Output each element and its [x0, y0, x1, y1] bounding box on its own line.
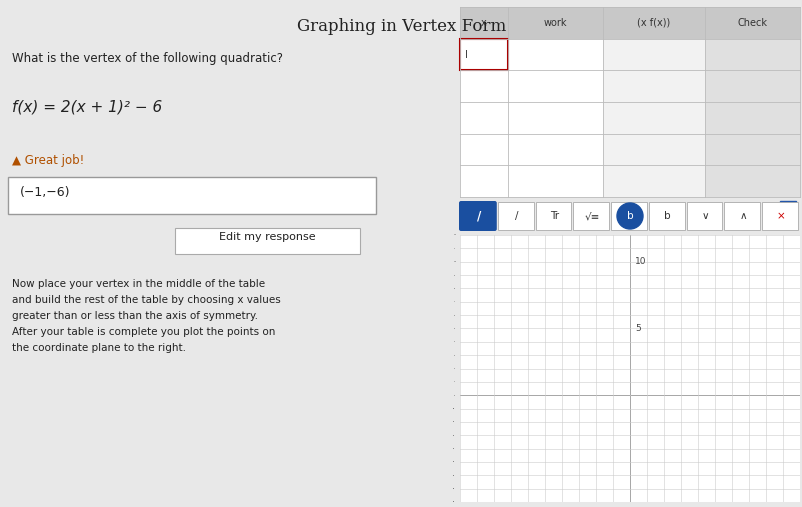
Text: x: x [480, 18, 486, 28]
Text: Edit my response: Edit my response [218, 232, 315, 242]
Circle shape [616, 203, 642, 229]
Bar [602, 39, 704, 70]
Text: work: work [543, 18, 566, 28]
Text: /: / [476, 209, 480, 223]
Text: ▣: ▣ [784, 205, 790, 211]
FancyBboxPatch shape [459, 201, 496, 231]
Text: I: I [464, 50, 468, 59]
Text: ×: × [776, 211, 784, 221]
FancyBboxPatch shape [686, 202, 722, 230]
Text: Tr: Tr [549, 211, 558, 221]
Bar [460, 134, 602, 165]
Text: After your table is complete you plot the points on: After your table is complete you plot th… [12, 327, 275, 337]
Text: Now place your vertex in the middle of the table: Now place your vertex in the middle of t… [12, 279, 265, 289]
Bar [704, 165, 799, 197]
Bar [460, 7, 799, 39]
Bar [602, 134, 704, 165]
Text: b: b [663, 211, 670, 221]
Text: /: / [514, 211, 518, 221]
Text: ∧: ∧ [739, 211, 746, 221]
Text: b: b [626, 211, 633, 221]
Text: ∨: ∨ [701, 211, 708, 221]
Bar [704, 70, 799, 102]
Text: the coordinate plane to the right.: the coordinate plane to the right. [12, 343, 186, 353]
Bar [460, 39, 602, 70]
Text: ℓ: ℓ [627, 211, 631, 221]
Text: 10: 10 [634, 257, 646, 266]
Text: and build the rest of the table by choosing x values: and build the rest of the table by choos… [12, 295, 281, 305]
Bar [779, 201, 795, 215]
Text: Check: Check [736, 18, 767, 28]
Text: (x f(x)): (x f(x)) [636, 18, 670, 28]
Text: What is the vertex of the following quadratic?: What is the vertex of the following quad… [12, 52, 282, 65]
Bar [602, 102, 704, 134]
Bar [704, 39, 799, 70]
Text: 5: 5 [634, 324, 640, 333]
Text: √≡: √≡ [584, 211, 599, 221]
FancyBboxPatch shape [723, 202, 759, 230]
Bar [704, 134, 799, 165]
FancyBboxPatch shape [573, 202, 609, 230]
Bar [602, 70, 704, 102]
Bar [175, 228, 359, 254]
Text: greater than or less than the axis of symmetry.: greater than or less than the axis of sy… [12, 311, 257, 321]
FancyBboxPatch shape [497, 202, 533, 230]
Bar [460, 39, 507, 70]
FancyBboxPatch shape [761, 202, 797, 230]
Bar [460, 165, 602, 197]
FancyBboxPatch shape [648, 202, 684, 230]
Bar [602, 165, 704, 197]
Bar [704, 102, 799, 134]
Text: ▲ Great job!: ▲ Great job! [12, 154, 84, 167]
FancyBboxPatch shape [535, 202, 570, 230]
Bar [460, 102, 602, 134]
FancyBboxPatch shape [610, 202, 646, 230]
Text: f(x) = 2(x + 1)² − 6: f(x) = 2(x + 1)² − 6 [12, 99, 162, 114]
Text: Graphing in Vertex Form: Graphing in Vertex Form [297, 18, 505, 35]
Bar [8, 177, 375, 214]
Text: (−1,−6): (−1,−6) [20, 186, 71, 199]
Bar [460, 70, 602, 102]
